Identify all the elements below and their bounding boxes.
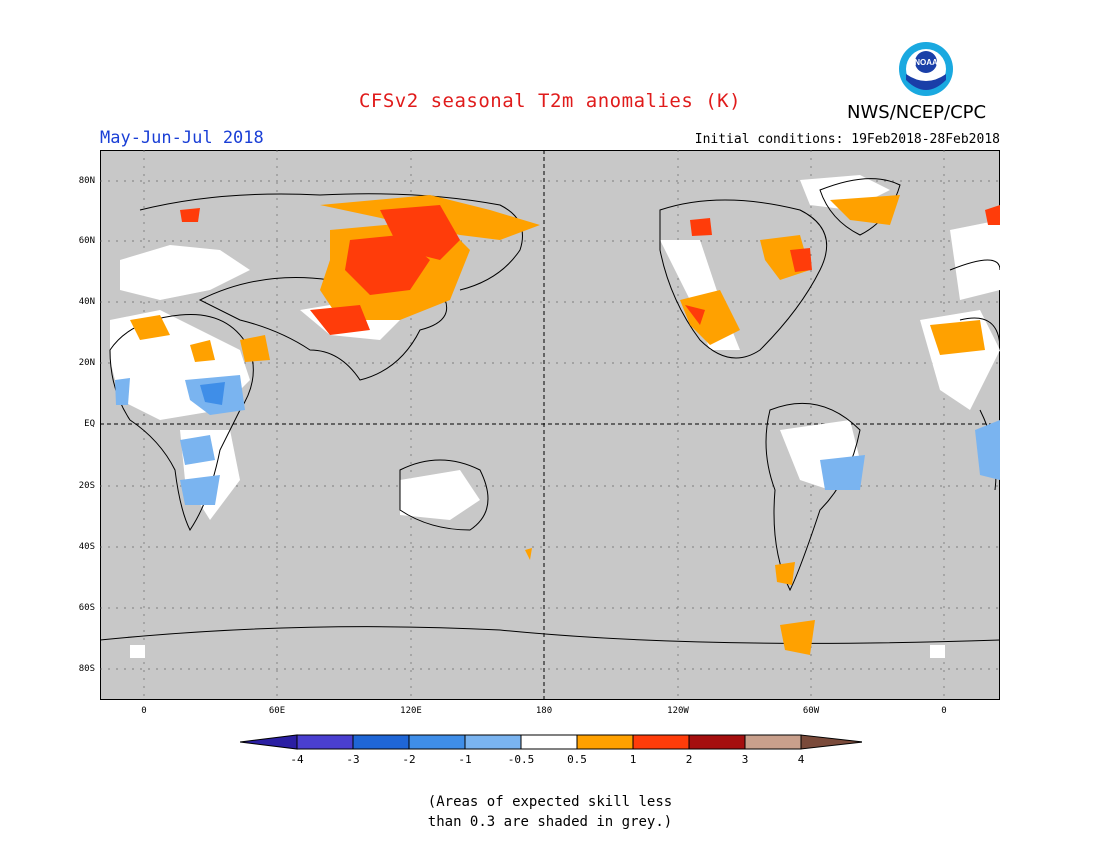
colorbar-tick-label: 0.5 <box>567 753 587 766</box>
lat-label: EQ <box>84 419 95 429</box>
colorbar-segment <box>744 734 802 750</box>
skill-note-line: (Areas of expected skill less <box>427 794 673 810</box>
colorbar-segment <box>408 734 466 750</box>
skill-note: (Areas of expected skill less than 0.3 a… <box>0 792 1100 832</box>
lat-label: 80S <box>78 664 95 674</box>
colorbar-tick-label: 2 <box>685 753 693 766</box>
forecast-period: May-Jun-Jul 2018 <box>100 128 264 148</box>
lon-label: 60E <box>268 706 286 716</box>
gridlines <box>100 150 1000 700</box>
colorbar-segment <box>632 734 690 750</box>
color-bar <box>240 734 862 750</box>
lat-label: 40N <box>78 297 95 307</box>
near-normal-areas <box>110 175 1000 658</box>
cool-anomaly-areas <box>115 375 1000 505</box>
initial-conditions: Initial conditions: 19Feb2018-28Feb2018 <box>694 132 1000 147</box>
colorbar-end-low <box>240 734 298 750</box>
colorbar-end-high <box>800 734 862 750</box>
lat-label: 60S <box>78 603 95 613</box>
colorbar-tick-label: -1 <box>458 753 472 766</box>
noaa-logo: NOAA <box>899 42 953 96</box>
skill-note-line: than 0.3 are shaded in grey.) <box>427 814 673 830</box>
lon-label: 0 <box>141 706 147 716</box>
anomaly-map <box>100 150 1000 700</box>
colorbar-tick-label: 4 <box>797 753 805 766</box>
agency-label: NWS/NCEP/CPC <box>847 102 987 123</box>
warm-anomaly-areas <box>130 195 1000 655</box>
colorbar-tick-label: -3 <box>346 753 360 766</box>
lat-label: 20N <box>78 358 95 368</box>
svg-text:NOAA: NOAA <box>914 58 938 67</box>
colorbar-segment <box>688 734 746 750</box>
map-title: CFSv2 seasonal T2m anomalies (K) <box>358 90 742 112</box>
colorbar-tick-label: -4 <box>290 753 304 766</box>
colorbar-tick-label: -0.5 <box>507 753 535 766</box>
colorbar-tick-label: 1 <box>629 753 637 766</box>
colorbar-segment <box>576 734 634 750</box>
lat-label: 60N <box>78 236 95 246</box>
lat-label: 40S <box>78 542 95 552</box>
lon-label: 0 <box>941 706 947 716</box>
coastlines <box>100 178 1000 644</box>
lon-label: 60W <box>802 706 820 716</box>
colorbar-tick-label: 3 <box>741 753 749 766</box>
colorbar-segment <box>352 734 410 750</box>
lon-label: 120E <box>400 706 422 716</box>
colorbar-tick-label: -2 <box>402 753 416 766</box>
lon-label: 180 <box>535 706 553 716</box>
lon-label: 120W <box>667 706 689 716</box>
lat-label: 20S <box>78 481 95 491</box>
colorbar-segment <box>520 734 578 750</box>
lat-label: 80N <box>78 176 95 186</box>
colorbar-segment <box>296 734 354 750</box>
colorbar-segment <box>464 734 522 750</box>
